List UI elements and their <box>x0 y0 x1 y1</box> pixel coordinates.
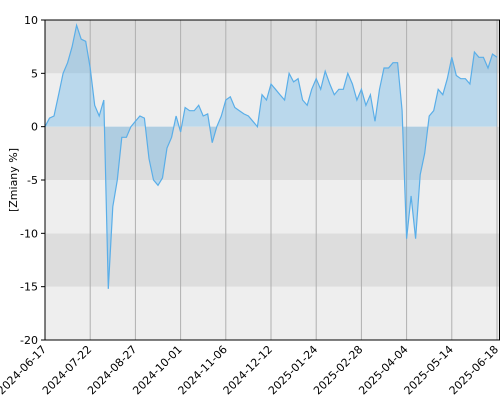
y-tick-label: -15 <box>20 281 38 294</box>
grid-band <box>45 180 500 234</box>
grid-band <box>45 73 500 127</box>
y-tick-label: -10 <box>20 227 38 240</box>
grid-band <box>45 20 500 74</box>
y-tick-label: 0 <box>31 121 38 134</box>
y-tick-label: -20 <box>20 334 38 347</box>
area <box>45 25 497 289</box>
y-tick-label: -5 <box>27 174 38 187</box>
y-tick-label: 10 <box>24 14 38 27</box>
y-tick-label: 5 <box>31 67 38 80</box>
y-axis-label: [Zmiany %] <box>7 148 20 212</box>
grid-band <box>45 286 500 340</box>
line <box>44 22 498 289</box>
grid-band <box>45 233 500 287</box>
